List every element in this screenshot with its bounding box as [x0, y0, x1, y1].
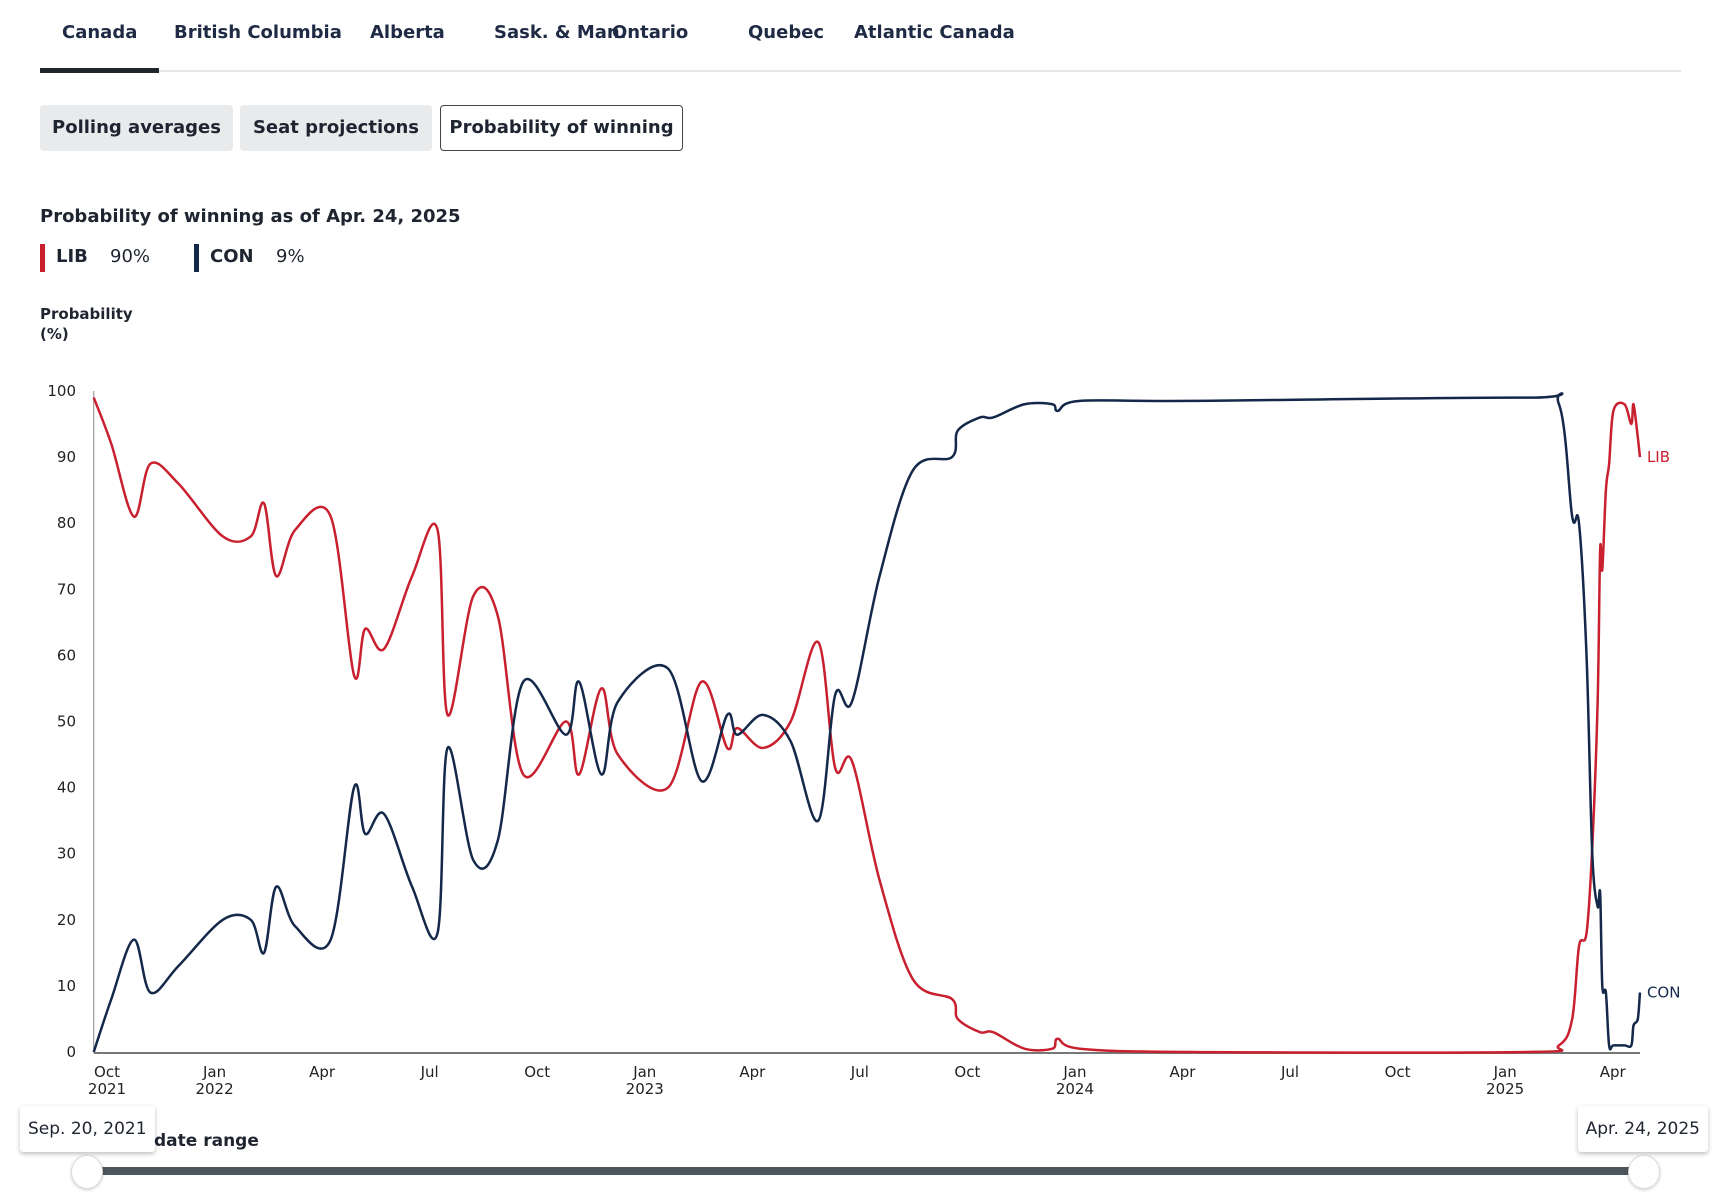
- x-tick-label: Oct: [524, 1063, 550, 1081]
- y-tick-label: 70: [57, 580, 76, 598]
- chart-title: Probability of winning as of Apr. 24, 20…: [40, 206, 461, 227]
- tab-ontario[interactable]: Ontario: [612, 22, 689, 43]
- x-tick-label: Apr: [1600, 1063, 1627, 1081]
- slider-start-label: Sep. 20, 2021: [20, 1106, 155, 1152]
- y-axis-label-line2: (%): [40, 325, 69, 343]
- x-tick-label: Jan: [202, 1063, 226, 1081]
- lib-swatch: [40, 244, 45, 272]
- x-tick-year-label: 2025: [1486, 1080, 1524, 1098]
- y-tick-label: 60: [57, 646, 76, 664]
- y-tick-label: 50: [57, 713, 76, 731]
- legend-con-value: 9%: [276, 246, 305, 267]
- tab-alberta[interactable]: Alberta: [370, 22, 445, 43]
- tab-canada[interactable]: Canada: [40, 20, 160, 73]
- series-line-con: [92, 392, 1642, 1053]
- date-range-start-handle[interactable]: [71, 1155, 103, 1189]
- x-tick-label: Jul: [1280, 1063, 1299, 1081]
- slider-end-label: Apr. 24, 2025: [1577, 1106, 1708, 1152]
- x-tick-label: Jan: [632, 1063, 656, 1081]
- x-tick-label: Oct: [1385, 1063, 1411, 1081]
- x-tick-year-label: 2024: [1056, 1080, 1094, 1098]
- con-swatch: [194, 244, 199, 272]
- y-tick-label: 0: [66, 1043, 76, 1061]
- y-tick-label: 40: [57, 779, 76, 797]
- series-end-label-con: CON: [1647, 984, 1681, 1002]
- x-tick-label: Jan: [1493, 1063, 1517, 1081]
- x-tick-year-label: 2023: [626, 1080, 664, 1098]
- y-tick-label: 30: [57, 845, 76, 863]
- legend-lib-name: LIB: [56, 246, 88, 267]
- view-seat-projections-button[interactable]: Seat projections: [240, 105, 432, 151]
- x-tick-label: Oct: [954, 1063, 980, 1081]
- x-tick-label: Jul: [420, 1063, 439, 1081]
- view-probability-of-winning-button[interactable]: Probability of winning: [440, 105, 683, 151]
- x-tick-label: Oct: [94, 1063, 120, 1081]
- tab-british-columbia[interactable]: British Columbia: [174, 22, 342, 43]
- y-tick-label: 100: [47, 382, 76, 400]
- y-tick-label: 80: [57, 514, 76, 532]
- date-range-track[interactable]: [90, 1167, 1640, 1175]
- date-range-label: date range: [154, 1131, 259, 1151]
- x-tick-label: Apr: [739, 1063, 766, 1081]
- y-tick-label: 20: [57, 911, 76, 929]
- date-range-end-handle[interactable]: [1628, 1155, 1660, 1189]
- region-tabs: Canada British Columbia Alberta Sask. & Man…: [40, 0, 1681, 73]
- tab-quebec[interactable]: Quebec: [748, 22, 825, 43]
- x-tick-label: Apr: [309, 1063, 336, 1081]
- x-tick-label: Apr: [1170, 1063, 1197, 1081]
- y-axis-label-line1: Probability: [40, 305, 133, 323]
- tab-atlantic-canada[interactable]: Atlantic Canada: [854, 22, 1015, 43]
- tab-sask-man-[interactable]: Sask. & Man.: [494, 22, 627, 43]
- series-line-lib: [92, 397, 1642, 1054]
- y-tick-label: 10: [57, 977, 76, 995]
- x-tick-year-label: 2021: [88, 1080, 126, 1098]
- legend-lib-value: 90%: [110, 246, 151, 267]
- x-tick-label: Jan: [1062, 1063, 1086, 1081]
- y-axis-label: Probability (%): [40, 304, 133, 344]
- x-tick-label: Jul: [850, 1063, 869, 1081]
- legend-con-name: CON: [210, 246, 254, 267]
- series-end-label-lib: LIB: [1647, 448, 1670, 466]
- y-tick-label: 90: [57, 448, 76, 466]
- view-polling-averages-button[interactable]: Polling averages: [40, 105, 233, 151]
- x-tick-year-label: 2022: [195, 1080, 233, 1098]
